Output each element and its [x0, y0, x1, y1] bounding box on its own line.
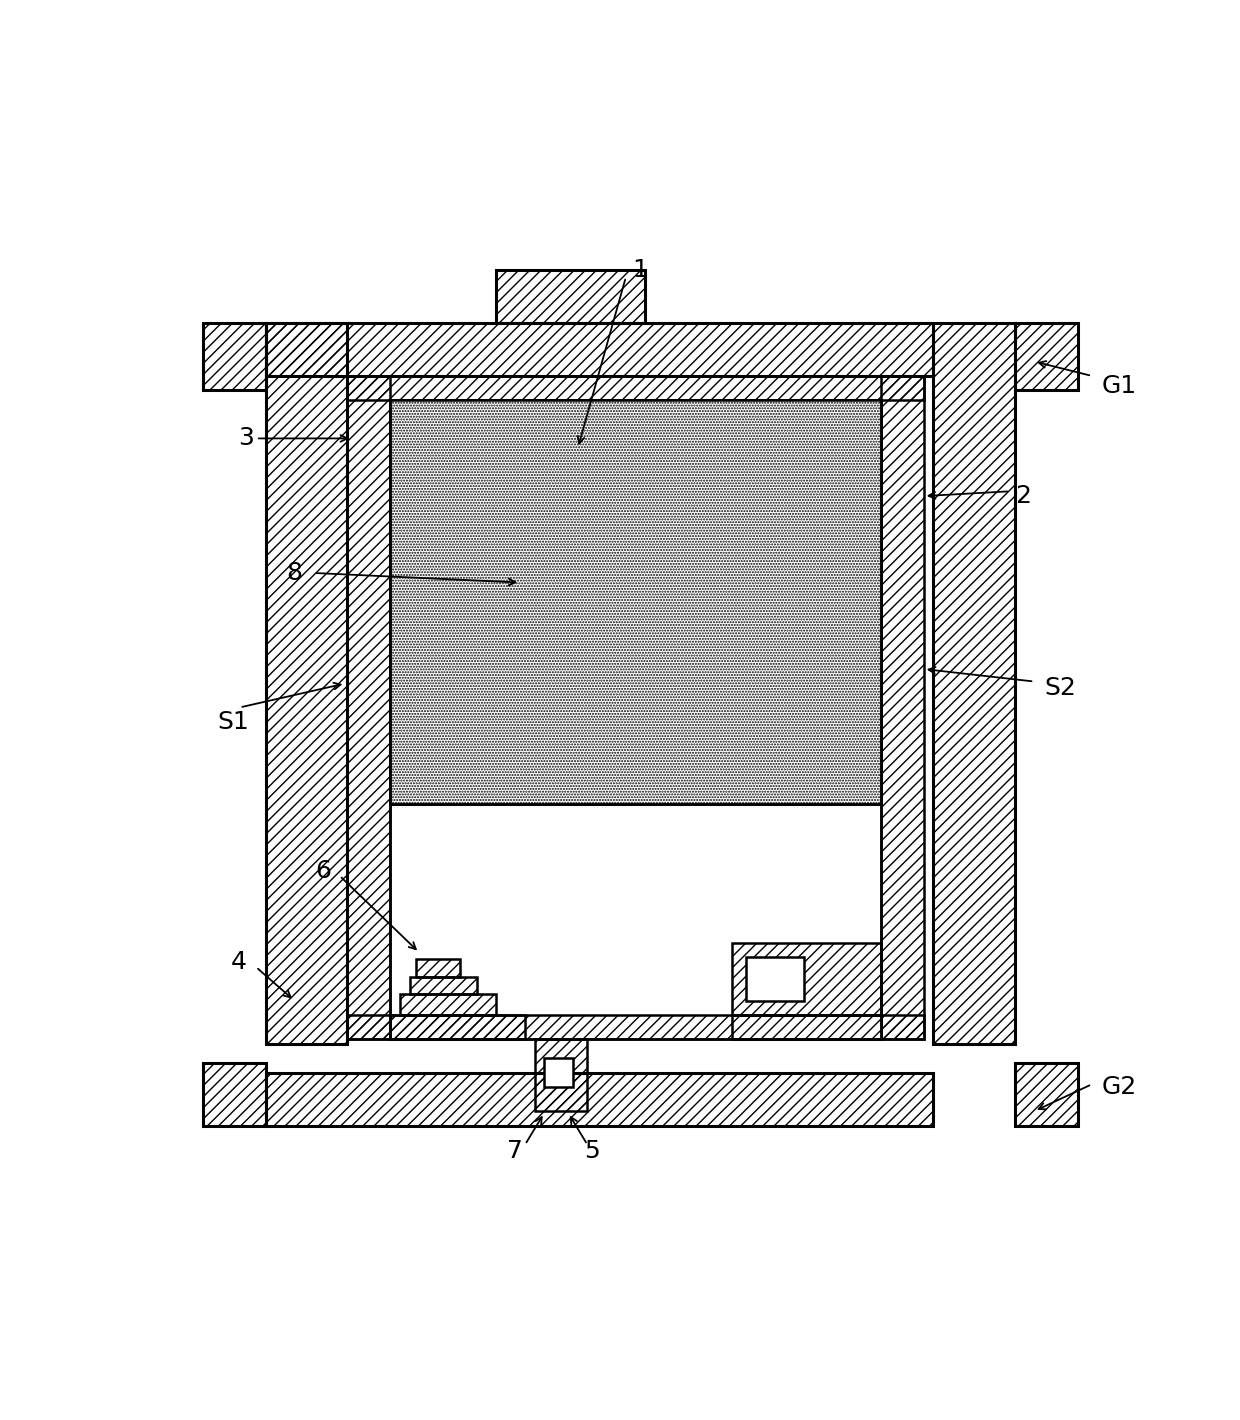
- Bar: [391, 400, 880, 804]
- Bar: [732, 1015, 880, 1039]
- Bar: [732, 943, 880, 1015]
- Bar: [534, 1039, 588, 1110]
- Bar: [203, 324, 265, 390]
- Text: 7: 7: [507, 1139, 523, 1163]
- Bar: [934, 324, 1016, 1044]
- Text: 5: 5: [584, 1139, 600, 1163]
- Bar: [506, 1015, 616, 1039]
- Bar: [347, 1015, 924, 1039]
- Bar: [401, 994, 496, 1015]
- Text: G2: G2: [1101, 1075, 1137, 1099]
- Text: 1: 1: [632, 258, 649, 283]
- Bar: [746, 957, 804, 1001]
- Bar: [347, 376, 924, 400]
- Text: 4: 4: [231, 950, 247, 974]
- Bar: [265, 1072, 934, 1126]
- Bar: [496, 270, 645, 324]
- Bar: [391, 400, 880, 804]
- Bar: [347, 376, 391, 1039]
- Text: 3: 3: [238, 426, 254, 450]
- Text: 2: 2: [1016, 484, 1032, 508]
- Text: S2: S2: [1044, 676, 1076, 700]
- Text: 6: 6: [315, 859, 331, 883]
- Bar: [544, 1058, 573, 1088]
- Bar: [1016, 1064, 1078, 1126]
- Bar: [880, 376, 924, 1039]
- Bar: [391, 1015, 525, 1039]
- Bar: [391, 400, 880, 804]
- Bar: [417, 960, 460, 977]
- Bar: [203, 1064, 265, 1126]
- Bar: [391, 400, 880, 804]
- Text: S1: S1: [217, 710, 249, 734]
- Text: 8: 8: [286, 561, 303, 585]
- Bar: [409, 977, 477, 994]
- Bar: [391, 804, 880, 1039]
- Text: G1: G1: [1101, 373, 1137, 398]
- Bar: [265, 324, 934, 376]
- Bar: [265, 324, 347, 1044]
- Bar: [1016, 324, 1078, 390]
